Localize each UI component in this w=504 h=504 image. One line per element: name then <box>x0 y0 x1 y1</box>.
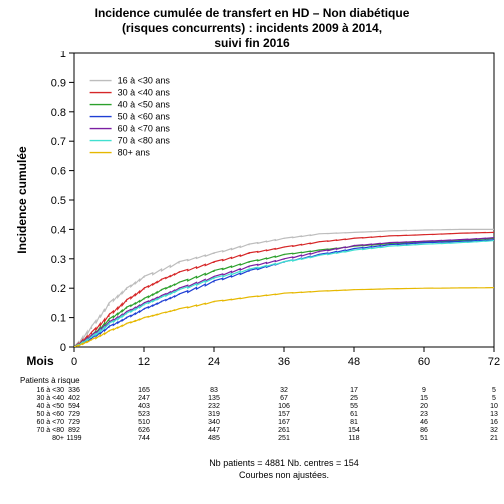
risk-value: 510 <box>138 419 150 426</box>
risk-value: 1199 <box>66 435 81 442</box>
risk-value: 157 <box>278 411 290 418</box>
series-line-6 <box>74 288 494 347</box>
chart-svg: 00.10.20.30.40.50.60.70.80.9101224364860… <box>0 51 504 499</box>
footnote-2: Courbes non ajustées. <box>239 470 329 480</box>
risk-value: 523 <box>138 411 150 418</box>
risk-value: 61 <box>350 411 358 418</box>
risk-value: 744 <box>138 435 150 442</box>
title-line-1: (risques concurrents) : incidents 2009 à… <box>122 21 382 35</box>
risk-value: 15 <box>420 395 428 402</box>
risk-value: 13 <box>490 411 498 418</box>
y-tick-label: 0.3 <box>51 254 66 266</box>
risk-value: 247 <box>138 395 150 402</box>
title-line-0: Incidence cumulée de transfert en HD – N… <box>95 6 410 20</box>
y-tick-label: 0.5 <box>51 195 66 207</box>
y-tick-label: 0.4 <box>51 224 66 236</box>
risk-value: 5 <box>492 387 496 394</box>
x-axis-label: Mois <box>26 354 54 368</box>
risk-value: 106 <box>278 403 290 410</box>
risk-value: 447 <box>208 427 220 434</box>
risk-value: 135 <box>208 395 220 402</box>
x-tick-label: 60 <box>418 356 430 368</box>
risk-row-label: 16 à <30 <box>37 387 65 394</box>
legend-label: 30 à <40 ans <box>118 88 171 98</box>
risk-value: 594 <box>68 403 80 410</box>
y-tick-label: 1 <box>60 51 66 60</box>
risk-value: 892 <box>68 427 80 434</box>
title-line-2: suivi fin 2016 <box>214 36 289 50</box>
y-axis-label: Incidence cumulée <box>15 146 29 254</box>
x-tick-label: 72 <box>488 356 500 368</box>
risk-value: 32 <box>280 387 288 394</box>
risk-value: 336 <box>68 387 80 394</box>
y-tick-label: 0.8 <box>51 107 66 119</box>
y-tick-label: 0 <box>60 342 66 354</box>
risk-value: 51 <box>420 435 428 442</box>
risk-value: 67 <box>280 395 288 402</box>
legend-label: 80+ ans <box>118 148 151 158</box>
risk-row-label: 40 à <50 <box>37 403 65 410</box>
series-group <box>74 229 494 347</box>
legend-label: 60 à <70 ans <box>118 124 171 134</box>
risk-value: 319 <box>208 411 220 418</box>
footnote-1: Nb patients = 4881 Nb. centres = 154 <box>209 458 359 468</box>
risk-row-label: 80+ <box>52 435 64 442</box>
risk-value: 20 <box>420 403 428 410</box>
legend-label: 70 à <80 ans <box>118 136 171 146</box>
y-tick-label: 0.6 <box>51 166 66 178</box>
legend-label: 40 à <50 ans <box>118 100 171 110</box>
legend-label: 16 à <30 ans <box>118 76 171 86</box>
risk-table-header: Patients à risque <box>20 376 80 385</box>
risk-value: 9 <box>422 387 426 394</box>
risk-value: 167 <box>278 419 290 426</box>
risk-value: 729 <box>68 419 80 426</box>
risk-value: 403 <box>138 403 150 410</box>
risk-value: 25 <box>350 395 358 402</box>
risk-value: 86 <box>420 427 428 434</box>
y-tick-label: 0.9 <box>51 77 66 89</box>
x-tick-label: 12 <box>138 356 150 368</box>
risk-value: 485 <box>208 435 220 442</box>
risk-value: 118 <box>348 435 359 442</box>
risk-value: 5 <box>492 395 496 402</box>
risk-row-label: 50 à <60 <box>37 411 65 418</box>
risk-value: 154 <box>348 427 360 434</box>
risk-value: 626 <box>138 427 150 434</box>
legend-label: 50 à <60 ans <box>118 112 171 122</box>
risk-value: 261 <box>278 427 290 434</box>
risk-row-label: 60 à <70 <box>37 419 65 426</box>
x-tick-label: 48 <box>348 356 360 368</box>
risk-value: 32 <box>490 427 498 434</box>
x-tick-label: 0 <box>71 356 77 368</box>
y-tick-label: 0.7 <box>51 136 66 148</box>
series-line-1 <box>74 232 494 347</box>
risk-value: 81 <box>350 419 358 426</box>
risk-value: 340 <box>208 419 220 426</box>
chart-title: Incidence cumulée de transfert en HD – N… <box>0 0 504 51</box>
risk-value: 83 <box>210 387 218 394</box>
risk-value: 402 <box>68 395 80 402</box>
x-tick-label: 36 <box>278 356 290 368</box>
risk-value: 46 <box>420 419 428 426</box>
risk-value: 729 <box>68 411 80 418</box>
risk-value: 21 <box>490 435 498 442</box>
risk-value: 165 <box>138 387 150 394</box>
risk-value: 55 <box>350 403 358 410</box>
risk-value: 16 <box>490 419 498 426</box>
risk-row-label: 70 à <80 <box>37 427 65 434</box>
y-tick-label: 0.2 <box>51 283 66 295</box>
risk-value: 232 <box>208 403 220 410</box>
y-tick-label: 0.1 <box>51 313 66 325</box>
risk-value: 17 <box>350 387 358 394</box>
x-tick-label: 24 <box>208 356 220 368</box>
risk-value: 23 <box>420 411 428 418</box>
risk-row-label: 30 à <40 <box>37 395 65 402</box>
risk-value: 251 <box>278 435 290 442</box>
risk-value: 10 <box>490 403 498 410</box>
